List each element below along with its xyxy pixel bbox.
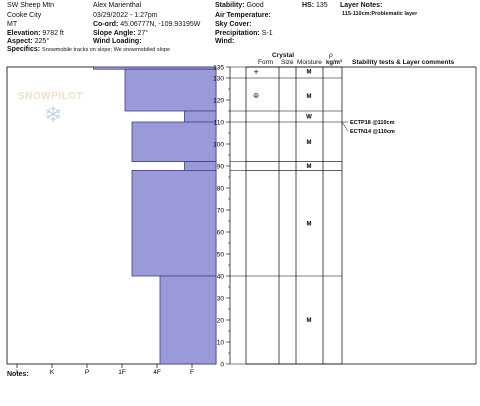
height-tick-label: 110 [214, 119, 225, 126]
location: SW Sheep Mtn [7, 2, 55, 9]
aspect: Aspect: 225° [7, 38, 49, 45]
watermark-text: SNOWPILOT [18, 91, 84, 102]
density-unit-header: kg/m³ [326, 60, 343, 66]
height-tick-label: 10 [217, 339, 225, 346]
snowpilot-watermark: SNOWPILOT [18, 92, 83, 102]
stability-test-pointer [341, 121, 349, 132]
moisture-value: M [307, 164, 312, 170]
snowflake-icon: ❄ [44, 102, 63, 127]
moisture-header: Moisture [297, 59, 322, 66]
slope-label: Slope Angle: [93, 30, 136, 37]
hs: HS: 135 [302, 2, 328, 9]
hardness-layer [159, 275, 217, 365]
precip-label: Precipitation: [215, 30, 260, 37]
moisture-value: W [306, 115, 312, 121]
precipitation: Precipitation: S-1 [215, 30, 273, 37]
height-tick-label: 30 [217, 295, 225, 302]
coord-label: Co-ord: [93, 21, 119, 28]
moisture-value: M [307, 221, 312, 227]
stability-tests-header: Stability tests & Layer comments [352, 59, 455, 66]
sky-cover: Sky Cover: [215, 21, 252, 28]
height-tick-label: 135 [213, 64, 224, 71]
elevation-label: Elevation: [7, 30, 41, 37]
stability-value: Good [246, 2, 264, 9]
form-header: Form [258, 59, 274, 66]
specifics: Specifics: Snowmobile tracks on slope; W… [7, 46, 170, 54]
specifics-label: Specifics: [7, 46, 41, 53]
grain-form-symbol: + [253, 68, 259, 76]
height-tick-label: 70 [217, 207, 225, 214]
hardness-tick-label: I [16, 369, 18, 376]
height-tick-label: 40 [217, 273, 225, 280]
hardness-tick-label: P [85, 369, 89, 376]
moisture-value: M [307, 70, 312, 76]
height-tick-label: 0 [220, 361, 224, 368]
state: MT [7, 21, 18, 28]
stability-test-label: ECTN14 @110cm [350, 129, 395, 135]
height-tick-label: 20 [217, 317, 225, 324]
slope-angle: Slope Angle: 27° [93, 30, 148, 37]
observer: Alex Marienthal [93, 2, 142, 9]
air-temperature: Air Temperature: [215, 12, 271, 19]
specifics-value: Snowmobile tracks on slope; We snowmobil… [42, 47, 171, 53]
height-tick-label: 130 [213, 75, 224, 82]
hardness-layer [124, 68, 217, 112]
rho-header: ρ [329, 52, 333, 59]
coordinates: Co-ord: 45.06777N, -109.93195W [93, 21, 200, 28]
wind-loading-label: Wind Loading: [93, 38, 142, 45]
size-header: Size [281, 59, 294, 66]
stability-test-label: ECTP18 @110cm [350, 120, 395, 126]
moisture-value: M [307, 140, 312, 146]
height-tick-label: 50 [217, 251, 225, 258]
height-tick-label: 60 [217, 229, 225, 236]
wind: Wind: [215, 38, 235, 45]
hardness-layer [131, 169, 217, 277]
grain-form-symbol: ⦾ [253, 92, 259, 100]
stability: Stability: Good [215, 2, 264, 9]
notes-label: Notes: [7, 371, 29, 378]
height-tick-label: 120 [213, 97, 224, 104]
hs-value: 135 [316, 2, 328, 9]
hardness-tick-label: F [190, 369, 194, 376]
hardness-layer [184, 161, 217, 171]
hardness-tick-label: K [50, 369, 55, 376]
crystal-header: Crystal [272, 52, 295, 59]
layer-note: 115-110cm:Problematic layer [342, 11, 418, 17]
elevation-value: 9782 ft [42, 30, 64, 37]
layer-notes-label: Layer Notes: [340, 2, 383, 9]
hardness-layer [184, 110, 217, 123]
moisture-value: M [307, 94, 312, 100]
hardness-layer [131, 121, 217, 162]
height-tick-label: 90 [217, 163, 225, 170]
aspect-label: Aspect: [7, 38, 33, 45]
stability-label: Stability: [215, 2, 245, 9]
range: Cooke City [7, 12, 42, 19]
datetime: 03/29/2022 - 1:27pm [93, 12, 158, 19]
moisture-value: M [307, 318, 312, 324]
hardness-tick-label: 4F [153, 369, 161, 376]
hs-label: HS: [302, 2, 315, 9]
wind-loading: Wind Loading: [93, 38, 142, 45]
elevation: Elevation: 9782 ft [7, 30, 64, 37]
coord-value: 45.06777N, -109.93195W [120, 21, 201, 28]
slope-value: 27° [137, 30, 149, 37]
precip-value: S-1 [261, 30, 273, 37]
aspect-value: 225° [34, 38, 50, 45]
hardness-tick-label: 1F [118, 369, 126, 376]
height-tick-label: 100 [213, 141, 224, 148]
height-tick-label: 80 [217, 185, 225, 192]
